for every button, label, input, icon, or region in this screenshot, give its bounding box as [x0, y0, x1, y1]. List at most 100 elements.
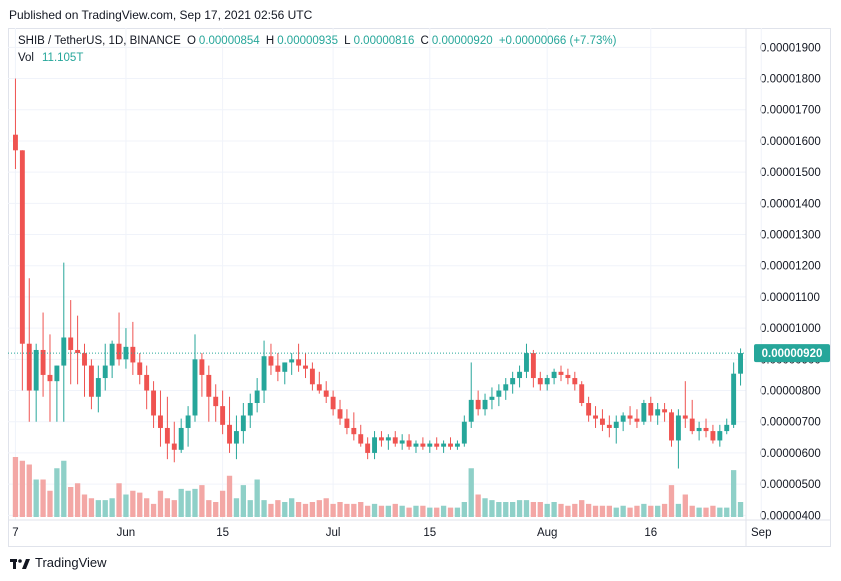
volume-bar: [268, 503, 274, 517]
candle-body: [731, 373, 737, 425]
tradingview-logo-icon: [10, 558, 30, 569]
close-value: 0.00000920: [431, 35, 493, 47]
volume-bar: [413, 505, 419, 517]
price-tick-label: 0.00001200: [760, 261, 821, 273]
candle-body: [75, 349, 81, 354]
candle-body: [95, 378, 101, 397]
volume-bar: [74, 483, 81, 517]
volume-bar: [544, 503, 550, 517]
price-tick-label: 0.00001000: [760, 323, 821, 335]
volume-bar: [620, 505, 626, 517]
candle-body: [496, 390, 502, 397]
candle-body: [682, 415, 688, 419]
candle-body: [158, 415, 163, 428]
volume-bar: [316, 500, 322, 517]
price-tick-label: 0.00001400: [760, 198, 821, 210]
candle-body: [227, 424, 232, 444]
candle-body: [717, 431, 723, 441]
chart-frame: [8, 28, 831, 547]
volume-label: Vol: [18, 52, 34, 64]
volume-bar: [199, 485, 205, 517]
volume-bar: [461, 502, 467, 517]
volume-bar: [496, 502, 502, 517]
candle-body: [296, 359, 302, 366]
candle-body: [530, 353, 536, 379]
open-label: O: [186, 35, 196, 47]
candle-body: [586, 403, 592, 416]
volume-bar: [358, 502, 364, 517]
volume-bar: [364, 505, 371, 517]
price-tick-label: 0.00000700: [760, 417, 821, 429]
candle-body: [599, 418, 605, 425]
candle-body: [185, 415, 191, 428]
volume-bar: [12, 457, 19, 517]
price-tick-label: 0.00000800: [760, 386, 821, 398]
candle-body: [13, 134, 18, 151]
volume-bar: [730, 470, 737, 517]
volume-bar: [661, 503, 668, 517]
volume-bar: [606, 505, 612, 517]
volume-bar: [40, 479, 46, 517]
time-tick-label: 15: [216, 527, 229, 539]
candle-body: [558, 371, 564, 375]
symbol-label: SHIB / TetherUS, 1D, BINANCE: [18, 35, 181, 47]
candle-body: [130, 346, 136, 363]
volume-bar: [703, 507, 709, 517]
volume-bar: [668, 485, 675, 517]
volume-bar: [572, 503, 578, 517]
volume-bar: [178, 488, 184, 517]
candle-body: [54, 365, 60, 382]
candle-body: [655, 409, 661, 416]
candle-body: [593, 415, 598, 419]
published-caption: Published on TradingView.com, Sep 17, 20…: [9, 8, 313, 22]
volume-bar: [537, 502, 543, 517]
high-label: H: [265, 35, 275, 47]
candle-body: [454, 443, 460, 447]
volume-bar: [475, 494, 481, 517]
volume-bar: [717, 507, 723, 517]
time-tick-label: Jul: [326, 527, 341, 539]
candlestick-chart[interactable]: 0.00001900 0.00001800 0.00001700 0.00001600…: [8, 28, 831, 547]
candle-body: [689, 418, 695, 432]
candle-body: [482, 399, 488, 410]
candle-body: [517, 371, 523, 379]
price-tick-label: 0.00000600: [760, 448, 821, 460]
volume-bar: [95, 500, 101, 517]
volume-bar: [371, 503, 378, 517]
volume-bar: [710, 505, 716, 517]
price-tick-label: 0.00001300: [760, 230, 821, 242]
volume-bar: [206, 500, 212, 517]
time-tick-label: Jun: [117, 527, 136, 539]
candle-body: [613, 421, 619, 428]
candle-body: [669, 412, 674, 441]
candle-body: [164, 427, 170, 444]
candle-body: [206, 374, 212, 397]
volume-bar: [565, 505, 571, 517]
candle-body: [572, 378, 578, 385]
price-tick-label: 0.00001700: [760, 105, 821, 117]
candle-body: [316, 384, 322, 391]
time-tick-label: 15: [423, 527, 436, 539]
candle-body: [627, 415, 633, 419]
last-price-badge: [754, 344, 830, 363]
volume-legend: Vol 11.105T: [18, 52, 83, 64]
time-tick-label: Aug: [537, 527, 557, 539]
volume-bar: [54, 468, 60, 517]
volume-bar: [523, 500, 530, 517]
footer: TradingView: [10, 555, 107, 570]
brand-label: TradingView: [35, 555, 107, 570]
ohlc-legend: SHIB / TetherUS, 1D, BINANCE O 0.00000854…: [18, 35, 619, 47]
volume-bar: [219, 490, 226, 517]
volume-bar: [696, 507, 702, 517]
candle-body: [33, 349, 39, 391]
candle-body: [413, 443, 419, 447]
volume-bar: [655, 505, 661, 517]
volume-bar: [627, 507, 633, 517]
volume-bar: [689, 505, 695, 517]
candle-body: [282, 362, 288, 372]
candle-body: [275, 365, 281, 372]
candle-body: [565, 374, 571, 379]
volume-bar: [33, 479, 39, 517]
time-tick-label: 16: [644, 527, 657, 539]
candle-body: [268, 356, 274, 366]
